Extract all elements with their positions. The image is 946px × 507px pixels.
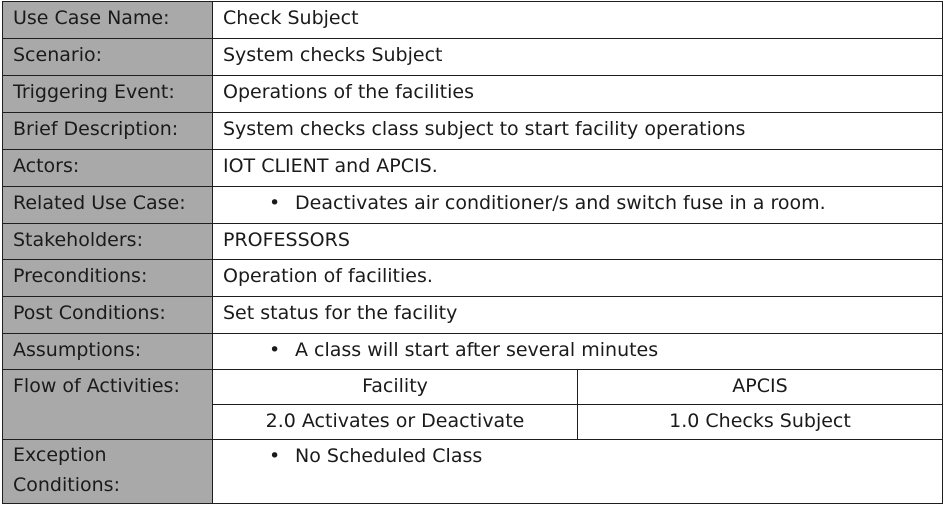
label-stakeholders: Stakeholders: (2, 223, 213, 260)
row-actors: Actors: IOT CLIENT and APCIS. (2, 149, 943, 187)
flow-step-row: 2.0 Activates or Deactivate 1.0 Checks S… (213, 404, 942, 439)
row-related-use-case: Related Use Case: • Deactivates air condi… (2, 186, 943, 224)
value-post-conditions: Set status for the facility (212, 296, 943, 334)
value-triggering-event: Operations of the facilities (212, 75, 943, 113)
row-post-conditions: Post Conditions: Set status for the faci… (2, 296, 943, 334)
label-exception-line1: Exception (13, 444, 107, 466)
label-exception-line2: Conditions: (13, 474, 120, 496)
flow-step-facility: 2.0 Activates or Deactivate (213, 404, 578, 439)
label-exception-conditions: Exception Conditions: (2, 439, 213, 504)
bullet-item: • Deactivates air conditioner/s and switc… (223, 187, 942, 219)
row-brief-description: Brief Description: System checks class s… (2, 112, 943, 150)
row-assumptions: Assumptions: • A class will start after s… (2, 333, 943, 370)
row-exception-conditions: Exception Conditions: • No Scheduled Clas… (2, 439, 943, 504)
row-use-case-name: Use Case Name: Check Subject (2, 1, 943, 39)
value-use-case-name: Check Subject (212, 1, 943, 39)
bullet-text: A class will start after several minutes (295, 339, 659, 361)
value-related-use-case: • Deactivates air conditioner/s and switc… (212, 186, 943, 224)
row-preconditions: Preconditions: Operation of facilities. (2, 259, 943, 297)
label-brief-description: Brief Description: (2, 112, 213, 150)
label-scenario: Scenario: (2, 38, 213, 76)
bullet-item: • A class will start after several minute… (223, 334, 942, 366)
value-preconditions: Operation of facilities. (212, 259, 943, 297)
flow-header-row: Facility APCIS (213, 370, 942, 405)
label-post-conditions: Post Conditions: (2, 296, 213, 334)
bullet-text: No Scheduled Class (295, 445, 483, 467)
bullet-glyph: • (269, 192, 281, 214)
row-stakeholders: Stakeholders: PROFESSORS (2, 223, 943, 260)
bullet-glyph: • (269, 445, 281, 467)
value-assumptions: • A class will start after several minute… (212, 333, 943, 370)
value-actors: IOT CLIENT and APCIS. (212, 149, 943, 187)
flow-header-facility: Facility (213, 370, 578, 405)
label-related-use-case: Related Use Case: (2, 186, 213, 224)
bullet-glyph: • (269, 339, 281, 361)
row-triggering-event: Triggering Event: Operations of the faci… (2, 75, 943, 113)
label-assumptions: Assumptions: (2, 333, 213, 370)
flow-subtable-cell: Facility APCIS 2.0 Activates or Deactiva… (212, 369, 943, 440)
label-flow-of-activities: Flow of Activities: (2, 369, 213, 440)
label-actors: Actors: (2, 149, 213, 187)
value-stakeholders: PROFESSORS (212, 223, 943, 260)
flow-subtable: Facility APCIS 2.0 Activates or Deactiva… (213, 370, 942, 439)
row-flow-of-activities: Flow of Activities: Facility APCIS 2.0 A… (2, 369, 943, 440)
value-brief-description: System checks class subject to start fac… (212, 112, 943, 150)
label-triggering-event: Triggering Event: (2, 75, 213, 113)
value-exception-conditions: • No Scheduled Class (212, 439, 943, 504)
flow-step-apcis: 1.0 Checks Subject (669, 409, 851, 432)
label-preconditions: Preconditions: (2, 259, 213, 297)
bullet-text: Deactivates air conditioner/s and switch… (295, 192, 826, 214)
bullet-item: • No Scheduled Class (223, 440, 942, 472)
value-scenario: System checks Subject (212, 38, 943, 76)
flow-header-apcis: APCIS (577, 370, 942, 405)
row-scenario: Scenario: System checks Subject (2, 38, 943, 76)
label-use-case-name: Use Case Name: (2, 1, 213, 39)
